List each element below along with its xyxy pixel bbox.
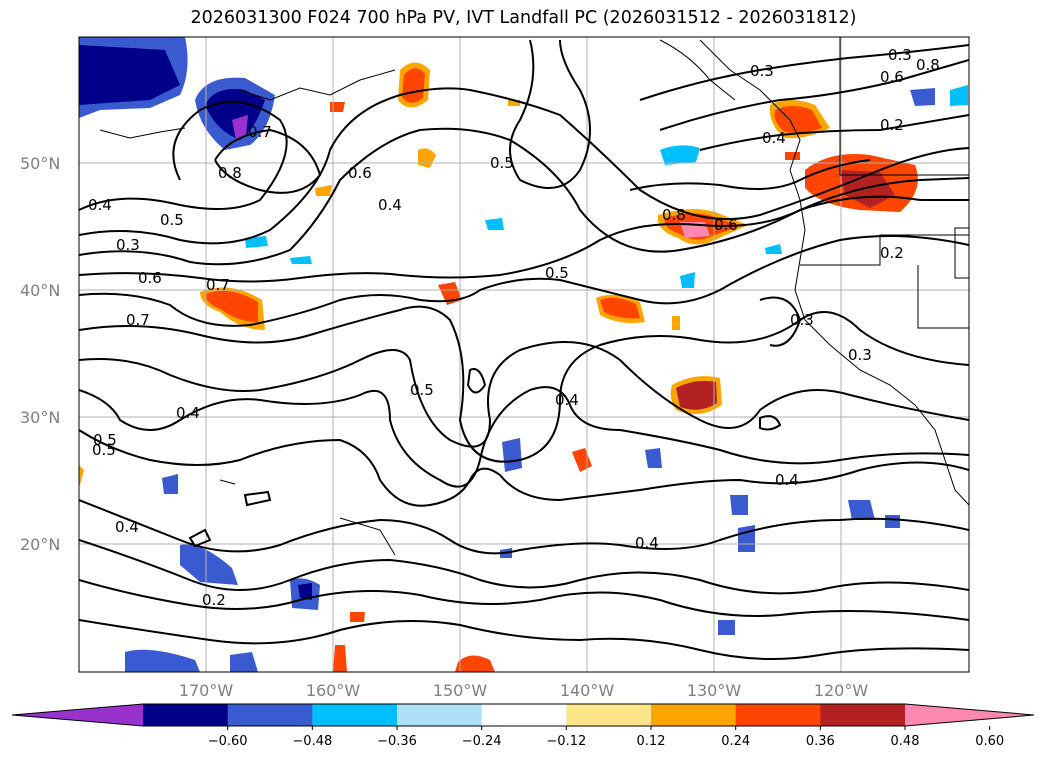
colorbar-tick-label: 0.24 [721,734,750,749]
contour-label: 0.8 [916,56,940,74]
contour-label: 0.3 [888,46,912,64]
colorbar-segment [566,704,652,726]
lon-label-120w: 120°W [814,681,869,700]
colorbar-extend-min [12,704,143,726]
map-area: 0.7 0.8 0.6 0.4 0.5 0.3 0.4 0.3 0.6 0.7 … [79,37,969,672]
colorbar-segment [227,704,313,726]
longitude-labels: 170°W 160°W 150°W 140°W 130°W 120°W [179,681,869,700]
contour-label: 0.3 [790,311,814,329]
coastlines [99,37,969,556]
colorbar-tick-label: −0.12 [546,734,586,749]
contour-label: 0.7 [126,311,150,329]
lon-label-150w: 150°W [433,681,488,700]
contour-label: 0.4 [775,471,799,489]
contour-label: 0.4 [176,404,200,422]
pv-contours [79,39,969,660]
contour-label: 0.8 [662,206,686,224]
contour-label: 0.5 [92,441,116,459]
lon-label-160w: 160°W [306,681,361,700]
lon-label-130w: 130°W [687,681,742,700]
colorbar-segment [651,704,737,726]
contour-label: 0.6 [880,68,904,86]
pv-shading [79,37,968,672]
colorbar-tick-label: 0.36 [806,734,835,749]
contour-label: 0.5 [410,381,434,399]
contour-label: 0.5 [93,431,117,449]
colorbar-extend-max [905,704,1034,726]
lat-label-40n: 40°N [20,281,60,300]
colorbar-segment [312,704,398,726]
colorbar-tick-label: −0.60 [208,734,248,749]
colorbar-outline [11,703,1035,727]
contour-label: 0.8 [218,164,242,182]
contour-label: 0.4 [762,129,786,147]
contour-label: 0.4 [88,196,112,214]
lon-label-170w: 170°W [179,681,234,700]
colorbar-tick-label: 0.48 [891,734,920,749]
colorbar-segment [820,704,906,726]
latitude-labels: 50°N 40°N 30°N 20°N [20,154,60,554]
contour-label: 0.2 [880,116,904,134]
contour-label: 0.6 [348,164,372,182]
colorbar-segment [143,704,229,726]
contour-label: 0.6 [714,216,738,234]
contour-label: 0.4 [115,518,139,536]
contour-label: 0.5 [160,211,184,229]
lat-label-50n: 50°N [20,154,60,173]
colorbar-tick-label: −0.36 [377,734,417,749]
contour-label: 0.4 [378,196,402,214]
colorbar-segment [735,704,821,726]
contour-label: 0.2 [880,244,904,262]
colorbar-tick-label: 0.60 [975,734,1004,749]
colorbar-segment [397,704,483,726]
contour-label: 0.4 [555,391,579,409]
contour-label: 0.3 [750,62,774,80]
contour-label: 0.7 [206,276,230,294]
colorbar-tick-label: −0.24 [462,734,502,749]
contour-label: 0.7 [248,123,272,141]
colorbar: −0.60 −0.48 −0.36 −0.24 −0.12 0.12 0.24 0.36 0.4… [11,703,1035,749]
graticule [79,37,969,672]
contour-label: 0.3 [848,346,872,364]
contour-label: 0.6 [138,269,162,287]
contour-label: 0.2 [202,591,226,609]
contour-label: 0.3 [116,236,140,254]
contour-labels: 0.7 0.8 0.6 0.4 0.5 0.3 0.4 0.3 0.6 0.7 … [88,46,940,609]
lat-label-30n: 30°N [20,408,60,427]
lat-label-20n: 20°N [20,535,60,554]
chart-title: 2026031300 F024 700 hPa PV, IVT Landfall… [190,8,857,28]
contour-label: 0.5 [490,154,514,172]
contour-label: 0.4 [635,534,659,552]
colorbar-segment [481,704,567,726]
map-frame [78,36,970,673]
contour-label: 0.5 [545,264,569,282]
colorbar-tick-label: −0.48 [292,734,332,749]
colorbar-tick-label: 0.12 [637,734,666,749]
lon-label-140w: 140°W [560,681,615,700]
